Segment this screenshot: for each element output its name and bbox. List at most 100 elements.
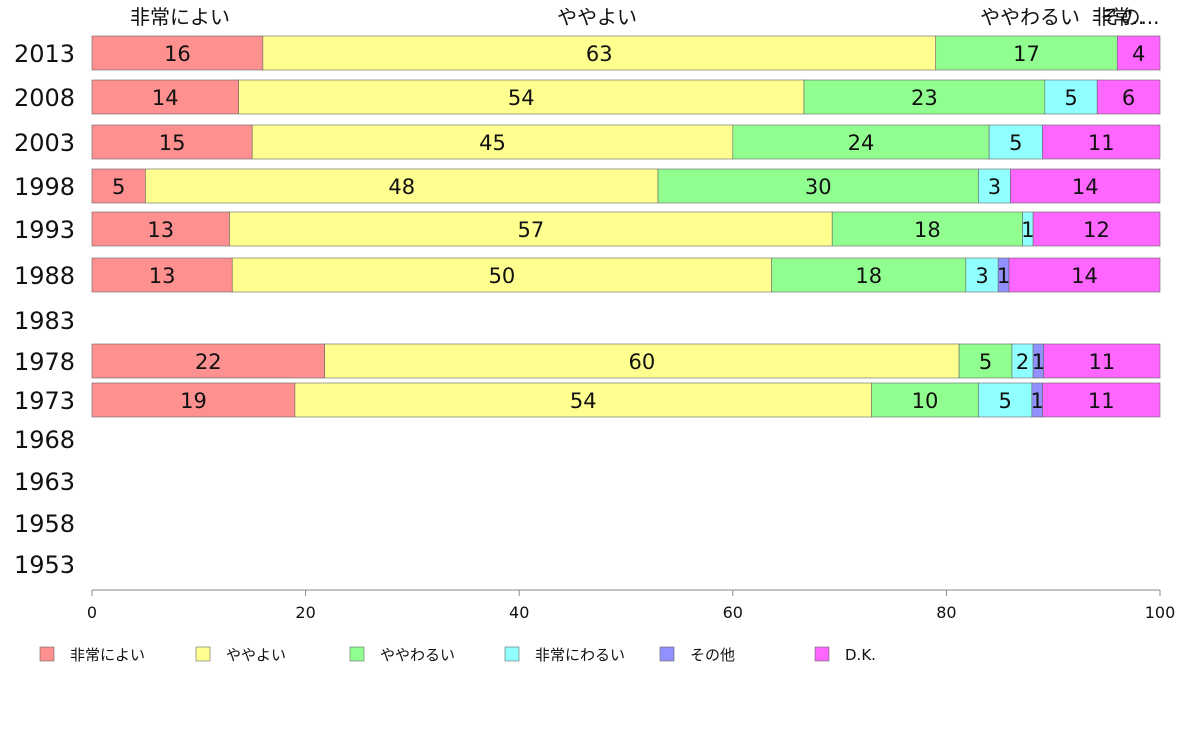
bar-value-label: 10 [912, 389, 939, 413]
bar-segment [1096, 79, 1161, 115]
bar-segment [238, 79, 805, 115]
bar-value-label: 1 [1032, 350, 1045, 374]
bar-row-2003: 15 45 24 5 11 [91, 124, 1161, 160]
bar-segment [1044, 79, 1098, 115]
bar-value-label: 11 [1088, 350, 1115, 374]
x-tick-label: 0 [87, 603, 97, 622]
bar-segment [1116, 35, 1161, 71]
bar-value-label: 6 [1122, 86, 1135, 110]
bar-segment [803, 79, 1046, 115]
bar-segment [91, 124, 253, 160]
bar-value-label: 4 [1132, 42, 1145, 66]
legend-swatch [195, 646, 211, 662]
bar-value-label: 5 [1009, 131, 1022, 155]
bar-segment [91, 257, 233, 293]
bar-row-2013: 16 63 17 4 [91, 35, 1161, 71]
bar-segment [1042, 124, 1161, 160]
legend-swatch [814, 646, 830, 662]
legend-item: その他 [659, 646, 735, 664]
bar-value-label: 63 [586, 42, 613, 66]
bar-value-label: 3 [988, 175, 1001, 199]
year-label-2008: 2008 [14, 84, 75, 112]
year-label-1973: 1973 [14, 387, 75, 415]
bar-row-1988: 13 50 18 3 1 14 [91, 257, 1161, 293]
x-tick-label: 60 [723, 603, 743, 622]
bar-row-1998: 5 48 30 3 14 [91, 168, 1161, 204]
legend: 非常によい ややよい ややわるい 非常にわるい その他 D.K. [39, 646, 876, 664]
top-series-label: 非常.. [1092, 5, 1145, 29]
bar-segment [229, 211, 833, 247]
year-labels: 2013 2008 2003 1998 1993 1988 1983 1978 1973 1968… [14, 40, 75, 579]
bar-value-label: 1 [997, 264, 1010, 288]
year-label-1983: 1983 [14, 307, 75, 335]
bar-row-1978: 22 60 5 2 1 11 [91, 343, 1161, 379]
top-series-label: ややわるい [980, 5, 1080, 29]
legend-swatch [504, 646, 520, 662]
x-tick-label: 80 [936, 603, 956, 622]
bar-value-label: 19 [180, 389, 207, 413]
bar-segment [771, 257, 967, 293]
bar-segment [145, 168, 659, 204]
bar-segment [988, 124, 1043, 160]
year-label-1968: 1968 [14, 426, 75, 454]
bar-segment [91, 79, 239, 115]
bar-value-label: 13 [147, 218, 174, 242]
year-label-1998: 1998 [14, 173, 75, 201]
year-label-1988: 1988 [14, 262, 75, 290]
bar-value-label: 30 [805, 175, 832, 199]
bar-value-label: 17 [1013, 42, 1040, 66]
bar-value-label: 60 [628, 350, 655, 374]
bar-row-1973: 19 54 10 5 1 11 [91, 382, 1161, 418]
year-label-1978: 1978 [14, 348, 75, 376]
bar-segment [871, 382, 979, 418]
x-axis: 0 20 40 60 80 100 [87, 589, 1176, 622]
bar-segment [91, 382, 296, 418]
bar-segment [1008, 257, 1161, 293]
bar-value-label: 16 [164, 42, 191, 66]
top-series-labels: 非常によい ややよい ややわるい 非常..その... [130, 5, 1160, 29]
bar-row-1993: 13 57 18 1 12 [91, 211, 1161, 247]
bar-value-label: 50 [489, 264, 516, 288]
year-label-1953: 1953 [14, 551, 75, 579]
legend-label: 非常にわるい [535, 646, 625, 664]
bar-segment [91, 211, 230, 247]
bar-value-label: 15 [159, 131, 186, 155]
x-tick-label: 100 [1145, 603, 1176, 622]
bar-value-label: 18 [914, 218, 941, 242]
bar-value-label: 11 [1088, 389, 1115, 413]
bar-value-label: 5 [1064, 86, 1077, 110]
bar-value-label: 2 [1016, 350, 1029, 374]
bar-segment [1032, 211, 1161, 247]
x-tick-label: 20 [295, 603, 315, 622]
bar-value-label: 1 [1021, 218, 1034, 242]
bar-row-2008: 14 54 23 5 6 [91, 79, 1161, 115]
legend-swatch [349, 646, 365, 662]
bar-segment [91, 35, 264, 71]
bar-value-label: 23 [911, 86, 938, 110]
bar-value-label: 14 [1072, 175, 1099, 199]
bar-value-label: 24 [848, 131, 875, 155]
legend-item: D.K. [814, 646, 876, 664]
bar-segment [657, 168, 979, 204]
legend-label: その他 [690, 646, 735, 664]
bar-segment [965, 257, 999, 293]
bar-value-label: 5 [998, 389, 1011, 413]
bar-segment [1042, 382, 1161, 418]
bar-value-label: 54 [570, 389, 597, 413]
year-label-2003: 2003 [14, 129, 75, 157]
year-label-2013: 2013 [14, 40, 75, 68]
legend-swatch [39, 646, 55, 662]
legend-label: ややよい [226, 646, 286, 664]
bar-value-label: 14 [152, 86, 179, 110]
legend-item: 非常にわるい [504, 646, 625, 664]
bar-value-label: 5 [979, 350, 992, 374]
bar-segment [231, 257, 772, 293]
bar-segment [1043, 343, 1161, 379]
top-series-label: 非常によい [130, 5, 230, 29]
bar-value-label: 45 [479, 131, 506, 155]
bar-value-label: 14 [1071, 264, 1098, 288]
bar-segment [958, 343, 1013, 379]
bar-segment [294, 382, 872, 418]
top-series-label: ややよい [557, 5, 637, 29]
